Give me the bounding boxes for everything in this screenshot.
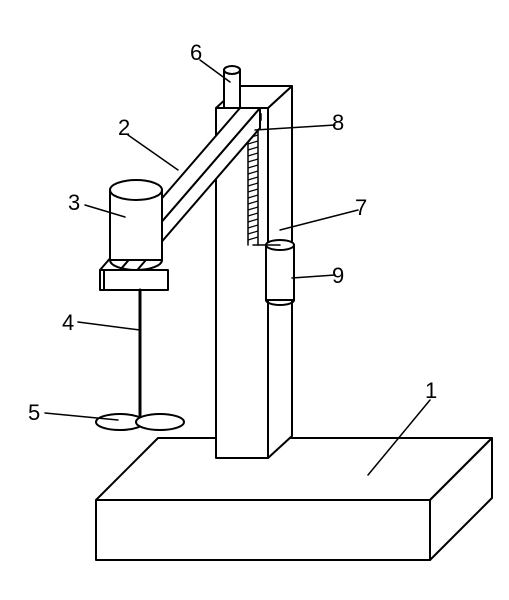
leader-l9 — [292, 275, 335, 278]
leader-l2 — [128, 135, 178, 170]
label-l3: 3 — [68, 190, 80, 216]
pin-body — [224, 70, 240, 108]
leader-l4 — [78, 322, 140, 330]
pin-top — [224, 66, 240, 74]
blade-right — [136, 414, 184, 430]
label-l4: 4 — [62, 310, 74, 336]
label-l5: 5 — [28, 400, 40, 426]
label-l7: 7 — [355, 195, 367, 221]
weight-body — [266, 245, 294, 300]
label-l8: 8 — [332, 110, 344, 136]
label-l6: 6 — [190, 40, 202, 66]
label-l9: 9 — [332, 263, 344, 289]
base-top — [96, 438, 492, 500]
label-l2: 2 — [118, 115, 130, 141]
label-l1: 1 — [425, 378, 437, 404]
motor-top — [110, 180, 162, 200]
base-front — [96, 500, 430, 560]
